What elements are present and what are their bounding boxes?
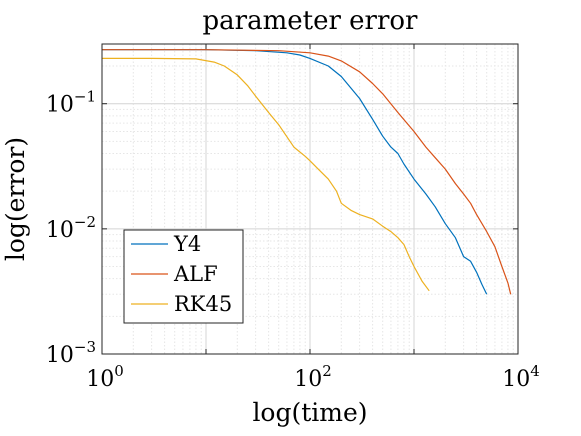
chart-title: parameter error (203, 6, 419, 36)
legend-label-y4: Y4 (173, 232, 201, 256)
series-line-rk45 (102, 57, 430, 292)
series-line-y4 (102, 49, 488, 295)
y-tick-label: 10−1 (46, 88, 96, 118)
y-axis-label: log(error) (1, 137, 30, 261)
y-tick-labels: 10−3 10−2 10−1 (46, 88, 96, 368)
x-tick-labels: 100 102 104 (86, 362, 540, 392)
x-tick-label: 100 (86, 362, 124, 392)
grid (101, 44, 518, 355)
legend: Y4 ALF RK45 (123, 229, 244, 324)
legend-box (123, 229, 244, 324)
x-tick-label: 102 (294, 362, 332, 392)
tick-marks (101, 44, 518, 355)
y-tick-label: 10−2 (46, 213, 96, 243)
legend-label-alf: ALF (173, 262, 218, 286)
y-tick-label: 10−3 (46, 338, 96, 368)
series-group (102, 49, 512, 295)
x-axis-label: log(time) (252, 398, 367, 427)
series-line-alf (102, 49, 512, 295)
legend-label-rk45: RK45 (174, 292, 232, 316)
x-tick-label: 104 (502, 362, 540, 392)
